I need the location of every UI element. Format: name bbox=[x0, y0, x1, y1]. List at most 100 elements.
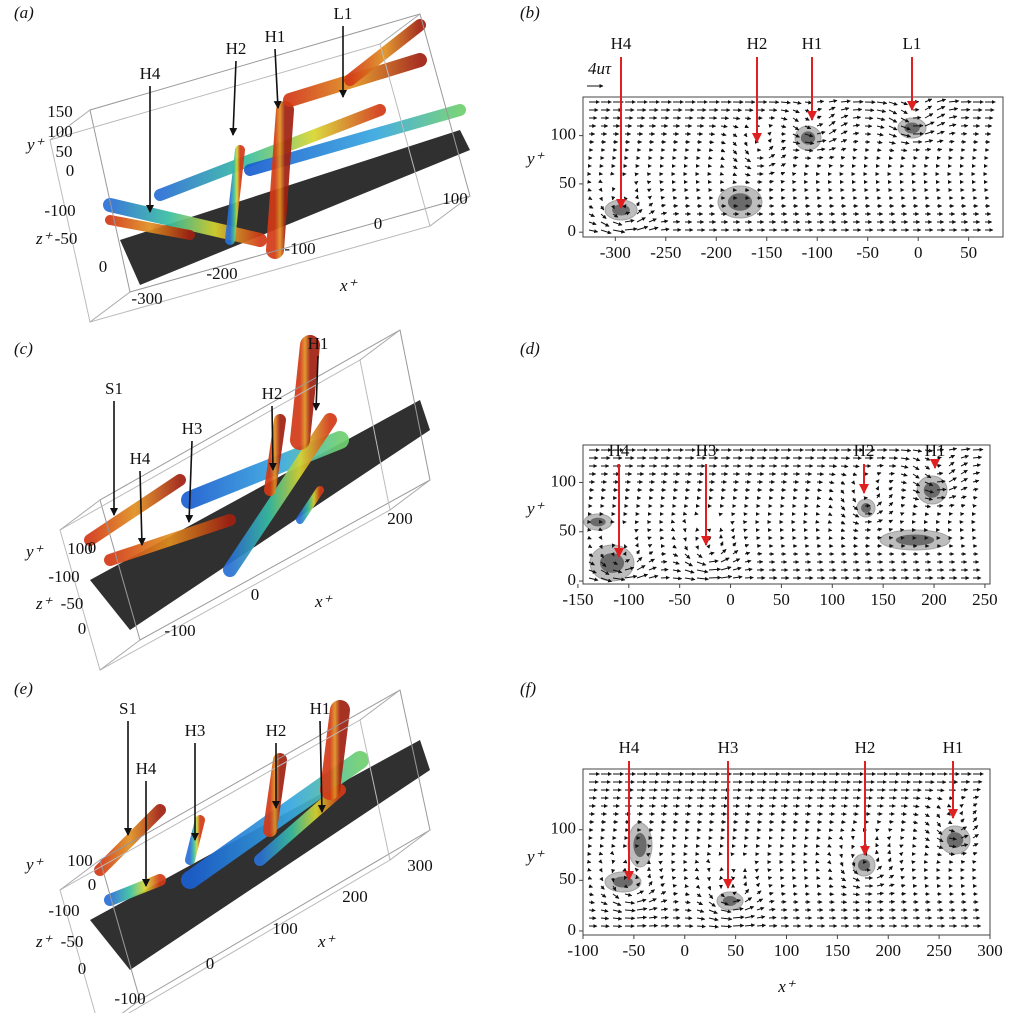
velocity-vector bbox=[901, 521, 904, 522]
velocity-vector bbox=[757, 876, 759, 878]
y-tick-label: 50 bbox=[559, 869, 576, 888]
velocity-vector bbox=[781, 126, 786, 127]
domain-box-edge bbox=[100, 640, 140, 670]
velocity-vector bbox=[720, 878, 721, 880]
velocity-vector bbox=[625, 910, 635, 911]
velocity-vector bbox=[901, 505, 905, 506]
velocity-vector bbox=[913, 498, 919, 500]
velocity-vector bbox=[649, 576, 658, 578]
velocity-vector bbox=[841, 140, 847, 142]
annotation: H4 bbox=[609, 441, 630, 460]
velocity-vector bbox=[829, 878, 832, 879]
velocity-vector bbox=[817, 101, 824, 102]
velocity-vector bbox=[697, 562, 706, 565]
velocity-vector bbox=[925, 822, 929, 825]
z-tick-label: -50 bbox=[55, 229, 78, 248]
panel-label: (f) bbox=[520, 679, 536, 698]
velocity-vector bbox=[949, 133, 955, 134]
domain-box-edge bbox=[60, 500, 100, 530]
velocity-vector bbox=[733, 182, 736, 183]
velocity-vector bbox=[601, 230, 611, 233]
velocity-vector bbox=[877, 829, 879, 830]
annotation: H4 bbox=[619, 738, 640, 757]
x-tick-label: 0 bbox=[726, 590, 735, 609]
velocity-vector bbox=[829, 490, 833, 492]
velocity-vector bbox=[829, 522, 832, 523]
velocity-vector bbox=[696, 538, 697, 540]
velocity-vector bbox=[925, 131, 934, 134]
velocity-vector bbox=[829, 530, 832, 531]
velocity-vector bbox=[853, 878, 860, 881]
axis-label: y⁺ bbox=[525, 149, 546, 168]
velocity-vector bbox=[685, 570, 694, 573]
velocity-vector bbox=[937, 854, 941, 855]
velocity-vector bbox=[601, 894, 606, 897]
velocity-vector bbox=[697, 926, 705, 927]
velocity-vector bbox=[661, 892, 666, 894]
velocity-vector bbox=[769, 909, 775, 910]
velocity-vector bbox=[697, 894, 701, 897]
annotation: H2 bbox=[855, 738, 876, 757]
velocity-vector bbox=[877, 142, 882, 143]
velocity-vector bbox=[601, 886, 604, 889]
domain-box-edge bbox=[90, 292, 130, 322]
y-tick-label: 50 bbox=[56, 142, 73, 161]
panel-label: (a) bbox=[14, 3, 34, 22]
velocity-vector bbox=[853, 141, 858, 142]
surface-plot-3d bbox=[60, 690, 430, 1013]
vector-field-plot bbox=[584, 449, 983, 582]
y-tick-label: 0 bbox=[568, 570, 577, 589]
velocity-vector bbox=[589, 230, 598, 232]
velocity-vector bbox=[781, 110, 789, 111]
velocity-vector bbox=[937, 106, 945, 110]
velocity-vector bbox=[733, 550, 738, 554]
x-tick-label: -200 bbox=[206, 264, 237, 283]
velocity-vector bbox=[937, 114, 945, 118]
velocity-vector bbox=[624, 878, 625, 879]
velocity-vector bbox=[841, 157, 845, 158]
annotation: H1 bbox=[265, 27, 286, 46]
vortex-core bbox=[600, 553, 624, 573]
velocity-vector bbox=[601, 538, 602, 539]
velocity-vector bbox=[877, 494, 880, 498]
velocity-vector bbox=[841, 846, 842, 849]
velocity-vector bbox=[901, 482, 907, 483]
annotation: S1 bbox=[119, 699, 137, 718]
velocity-vector bbox=[889, 110, 897, 114]
velocity-vector bbox=[661, 917, 668, 918]
velocity-vector bbox=[745, 907, 754, 910]
velocity-vector bbox=[637, 202, 639, 206]
velocity-vector bbox=[613, 910, 622, 912]
velocity-vector bbox=[901, 458, 909, 459]
velocity-vector bbox=[841, 123, 847, 126]
velocity-vector bbox=[625, 229, 637, 230]
velocity-vector bbox=[745, 174, 750, 176]
annotation-arrow bbox=[275, 49, 278, 108]
velocity-vector bbox=[661, 205, 665, 206]
velocity-vector bbox=[913, 822, 918, 823]
annotation: H4 bbox=[611, 34, 632, 53]
velocity-vector bbox=[937, 862, 940, 863]
velocity-vector bbox=[589, 902, 594, 903]
vortex-core bbox=[896, 535, 935, 546]
x-tick-label: 250 bbox=[926, 941, 952, 960]
velocity-vector bbox=[901, 450, 911, 451]
scale-label: 4uτ bbox=[588, 59, 612, 78]
velocity-vector bbox=[709, 918, 718, 920]
velocity-vector bbox=[733, 150, 737, 154]
velocity-vector bbox=[757, 883, 760, 886]
velocity-vector bbox=[757, 917, 765, 918]
velocity-vector bbox=[877, 480, 879, 482]
velocity-vector bbox=[769, 163, 775, 166]
velocity-vector bbox=[913, 450, 922, 451]
velocity-vector bbox=[733, 174, 737, 176]
x-tick-label: 200 bbox=[921, 590, 947, 609]
velocity-vector bbox=[731, 877, 733, 878]
velocity-vector bbox=[697, 570, 708, 572]
velocity-vector bbox=[589, 546, 592, 548]
velocity-vector bbox=[901, 513, 904, 514]
velocity-vector bbox=[709, 569, 720, 570]
velocity-vector bbox=[841, 466, 848, 467]
velocity-vector bbox=[589, 222, 596, 224]
velocity-vector bbox=[841, 894, 846, 895]
